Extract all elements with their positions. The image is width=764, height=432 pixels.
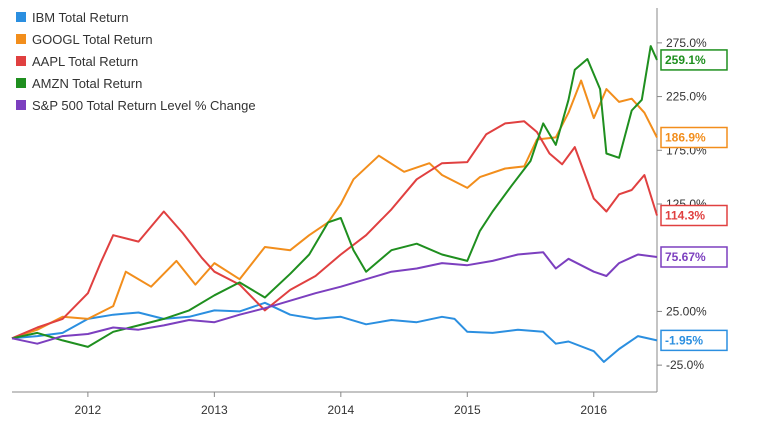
axes: 2012 2013 2014 2015 2016275.0%225.0%175.0%12… <box>12 8 707 417</box>
legend-swatch <box>16 56 26 66</box>
end-label: -1.95% <box>660 329 728 352</box>
series-line <box>11 251 658 345</box>
end-label-box <box>660 126 728 149</box>
legend-label: GOOGL Total Return <box>32 32 153 47</box>
legend-label: AAPL Total Return <box>32 54 138 69</box>
x-tick-label: 2013 <box>201 403 228 417</box>
series-line <box>11 301 658 363</box>
end-label-text: -1.95% <box>665 333 703 347</box>
legend-label: IBM Total Return <box>32 10 129 25</box>
end-label-text: 114.3% <box>665 208 705 222</box>
series-line <box>11 120 658 340</box>
end-label: 114.3% <box>660 204 728 227</box>
legend-swatch <box>16 34 26 44</box>
y-tick-label: 275.0% <box>666 36 707 50</box>
end-label-text: 259.1% <box>665 53 706 67</box>
end-label: 75.67% <box>660 246 728 268</box>
legend-label: AMZN Total Return <box>32 76 142 91</box>
legend-swatch <box>16 12 26 22</box>
x-tick-label: 2012 <box>75 403 102 417</box>
end-label-box <box>660 49 728 71</box>
legend-swatch <box>16 100 26 110</box>
y-tick-label: 225.0% <box>666 90 707 104</box>
y-tick-label: 25.00% <box>666 304 707 318</box>
end-labels: -1.95% 186.9% 114.3% 259.1% 75.67% <box>660 49 728 352</box>
series-lines <box>11 45 658 363</box>
end-label-text: 186.9% <box>665 131 706 145</box>
x-tick-label: 2016 <box>580 403 607 417</box>
legend-label: S&P 500 Total Return Level % Change <box>32 98 256 113</box>
x-tick-label: 2014 <box>327 403 354 417</box>
end-label-box <box>660 329 728 352</box>
series-line <box>11 79 658 340</box>
end-label-text: 75.67% <box>665 250 706 264</box>
end-label: 186.9% <box>660 126 728 149</box>
end-label-box <box>660 204 728 227</box>
legend-swatch <box>16 78 26 88</box>
end-label-box <box>660 246 728 268</box>
legend: IBM Total Return GOOGL Total Return AAPL T… <box>16 10 256 113</box>
x-tick-label: 2015 <box>454 403 481 417</box>
end-label: 259.1% <box>660 49 728 71</box>
y-tick-label: -25.0% <box>666 358 704 372</box>
series-line <box>11 45 658 348</box>
